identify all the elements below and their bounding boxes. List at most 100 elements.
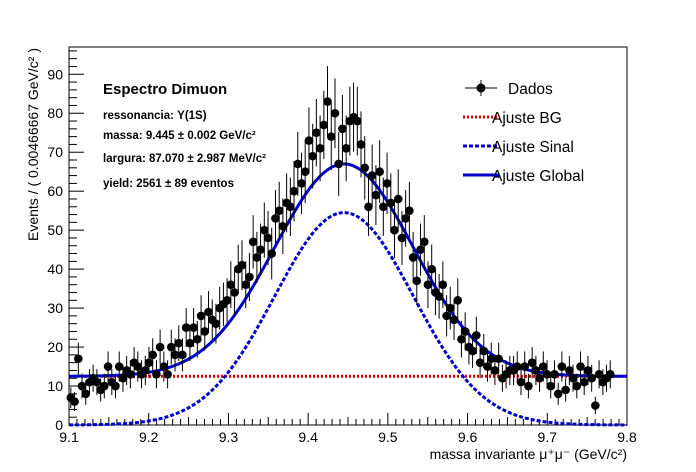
data-marker <box>531 366 541 375</box>
data-marker <box>561 385 570 395</box>
data-marker <box>434 292 444 301</box>
data-marker <box>408 253 418 262</box>
data-point <box>70 392 79 412</box>
data-point <box>408 231 418 283</box>
data-point <box>219 282 228 326</box>
data-marker <box>419 237 429 247</box>
data-marker <box>520 362 530 371</box>
data-point <box>360 136 370 200</box>
data-marker <box>565 366 574 375</box>
data-marker <box>579 377 589 387</box>
data-point <box>330 78 340 149</box>
data-marker <box>100 381 109 391</box>
data-marker <box>248 237 258 247</box>
data-point <box>405 181 414 240</box>
data-marker <box>453 295 463 305</box>
data-marker <box>416 245 425 254</box>
data-marker <box>542 370 552 379</box>
legend-item-ajuste-global: Ajuste Global <box>463 168 584 185</box>
data-point <box>520 351 530 382</box>
data-point <box>300 140 310 204</box>
data-marker <box>397 233 407 243</box>
data-point <box>271 190 280 247</box>
data-point <box>185 325 195 362</box>
data-marker <box>293 159 303 169</box>
data-point <box>605 360 615 389</box>
data-point <box>412 257 422 305</box>
data-marker <box>353 116 362 126</box>
data-marker <box>74 354 83 364</box>
data-point <box>572 373 582 399</box>
data-point <box>553 382 563 405</box>
data-marker <box>193 334 202 344</box>
data-marker <box>70 397 79 406</box>
data-point <box>245 252 254 301</box>
data-point <box>204 291 213 333</box>
data-marker <box>103 362 113 371</box>
x-axis-label: massa invariante μ⁺μ⁻ (GeV/c²) <box>430 446 627 462</box>
data-marker <box>300 167 310 177</box>
y-tick-label: 70 <box>47 144 63 160</box>
legend-label-ajuste-bg: Ajuste BG <box>492 110 562 127</box>
data-marker <box>401 214 410 223</box>
data-point <box>260 202 269 258</box>
data-point <box>166 329 176 365</box>
x-tick-label: 9.3 <box>219 429 239 445</box>
data-marker <box>260 225 269 235</box>
data-marker <box>486 354 496 364</box>
data-point <box>401 190 410 247</box>
data-marker <box>155 342 165 352</box>
data-marker <box>330 108 340 118</box>
data-marker <box>539 362 548 371</box>
data-marker <box>568 373 578 383</box>
data-point <box>445 286 455 330</box>
data-point <box>267 227 277 280</box>
data-marker <box>412 276 422 286</box>
data-marker <box>77 381 87 391</box>
y-tick-label: 20 <box>47 339 63 355</box>
legend-item-ajuste-bg: Ajuste BG <box>463 110 562 127</box>
data-marker <box>393 194 403 204</box>
info-box: Espectro Dimuon ressonancia: Υ(1S) massa… <box>103 81 266 190</box>
data-point <box>241 261 251 309</box>
data-points <box>66 66 615 415</box>
data-point <box>494 342 503 375</box>
data-marker <box>438 280 448 290</box>
data-marker <box>140 366 150 375</box>
data-marker <box>356 140 366 149</box>
data-marker <box>535 373 544 383</box>
data-marker <box>338 124 347 134</box>
data-marker <box>591 401 600 410</box>
data-marker <box>211 319 221 328</box>
data-point <box>516 369 526 396</box>
data-point <box>289 161 299 222</box>
y-tick-label: 80 <box>47 105 63 121</box>
data-point <box>193 320 202 358</box>
data-point <box>524 373 533 399</box>
data-marker <box>81 389 91 399</box>
data-point <box>512 351 522 382</box>
data-point <box>163 360 172 389</box>
data-point <box>386 173 396 233</box>
data-marker <box>174 338 184 348</box>
data-marker <box>166 342 176 352</box>
data-marker <box>334 159 343 169</box>
data-marker <box>341 144 351 153</box>
data-marker <box>323 97 332 106</box>
data-marker <box>159 362 169 371</box>
data-marker <box>379 202 388 212</box>
data-marker <box>312 128 321 138</box>
data-marker <box>490 366 500 375</box>
data-marker <box>144 358 154 367</box>
data-point <box>449 299 459 341</box>
data-point <box>237 240 247 291</box>
data-marker <box>241 280 251 290</box>
data-marker <box>274 206 284 215</box>
data-point <box>181 308 191 348</box>
data-point <box>286 177 295 236</box>
data-point <box>304 107 314 174</box>
data-marker <box>148 350 157 360</box>
data-point <box>334 132 343 196</box>
